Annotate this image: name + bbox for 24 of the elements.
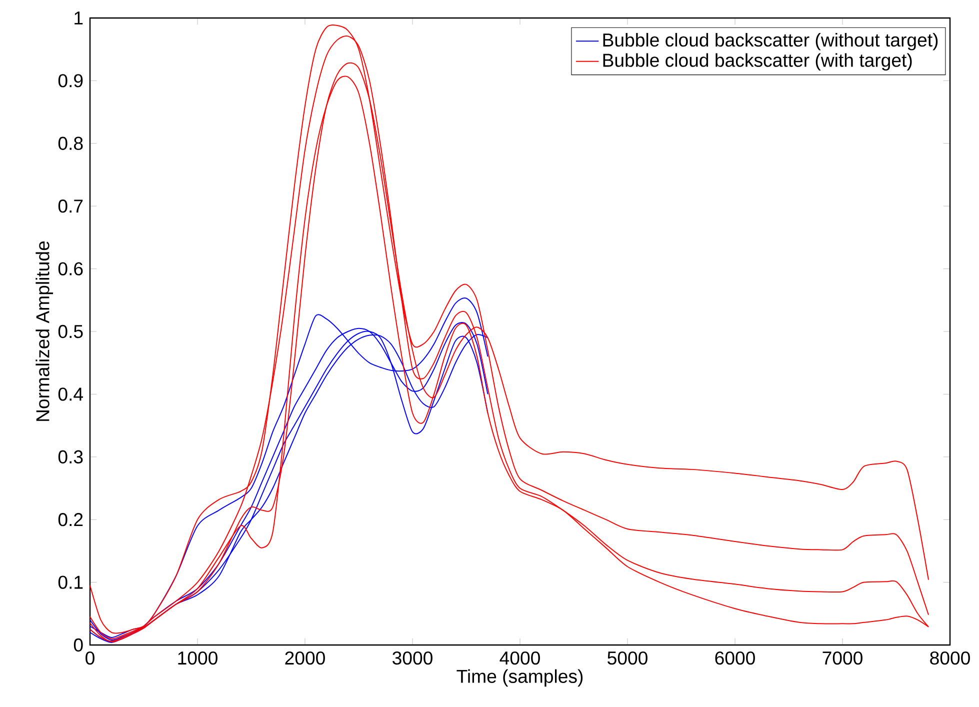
x-tick-label: 1000 [178, 651, 218, 665]
legend-label: Bubble cloud backscatter (with target) [603, 53, 912, 71]
legend-label: Bubble cloud backscatter (without target) [603, 32, 938, 50]
y-tick-label: 0.4 [58, 388, 83, 401]
y-tick-label: 1 [74, 12, 83, 24]
x-axis-title: Time (samples) [456, 669, 583, 687]
x-tick-label: 6000 [715, 651, 755, 665]
y-tick-label: 0.2 [58, 513, 83, 526]
y-tick-label: 0.9 [58, 74, 83, 88]
y-tick-label: 0.8 [58, 136, 83, 150]
y-tick-label: 0.5 [58, 324, 83, 338]
x-tick-label: 8000 [930, 651, 970, 665]
y-tick-label: 0 [74, 638, 83, 652]
x-tick-label: 4000 [500, 651, 540, 665]
x-tick-label: 7000 [822, 651, 862, 665]
x-tick-label: 3000 [392, 651, 432, 665]
y-axis-title: Normalized Amplitude [36, 241, 54, 421]
x-tick-label: 5000 [608, 651, 648, 665]
y-tick-label: 0.7 [58, 199, 83, 213]
y-tick-label: 0.6 [58, 262, 83, 276]
y-tick-label: 0.1 [58, 576, 83, 589]
y-tick-label: 0.3 [58, 450, 83, 464]
x-tick-label: 2000 [285, 651, 325, 665]
x-tick-label: 0 [86, 651, 94, 665]
